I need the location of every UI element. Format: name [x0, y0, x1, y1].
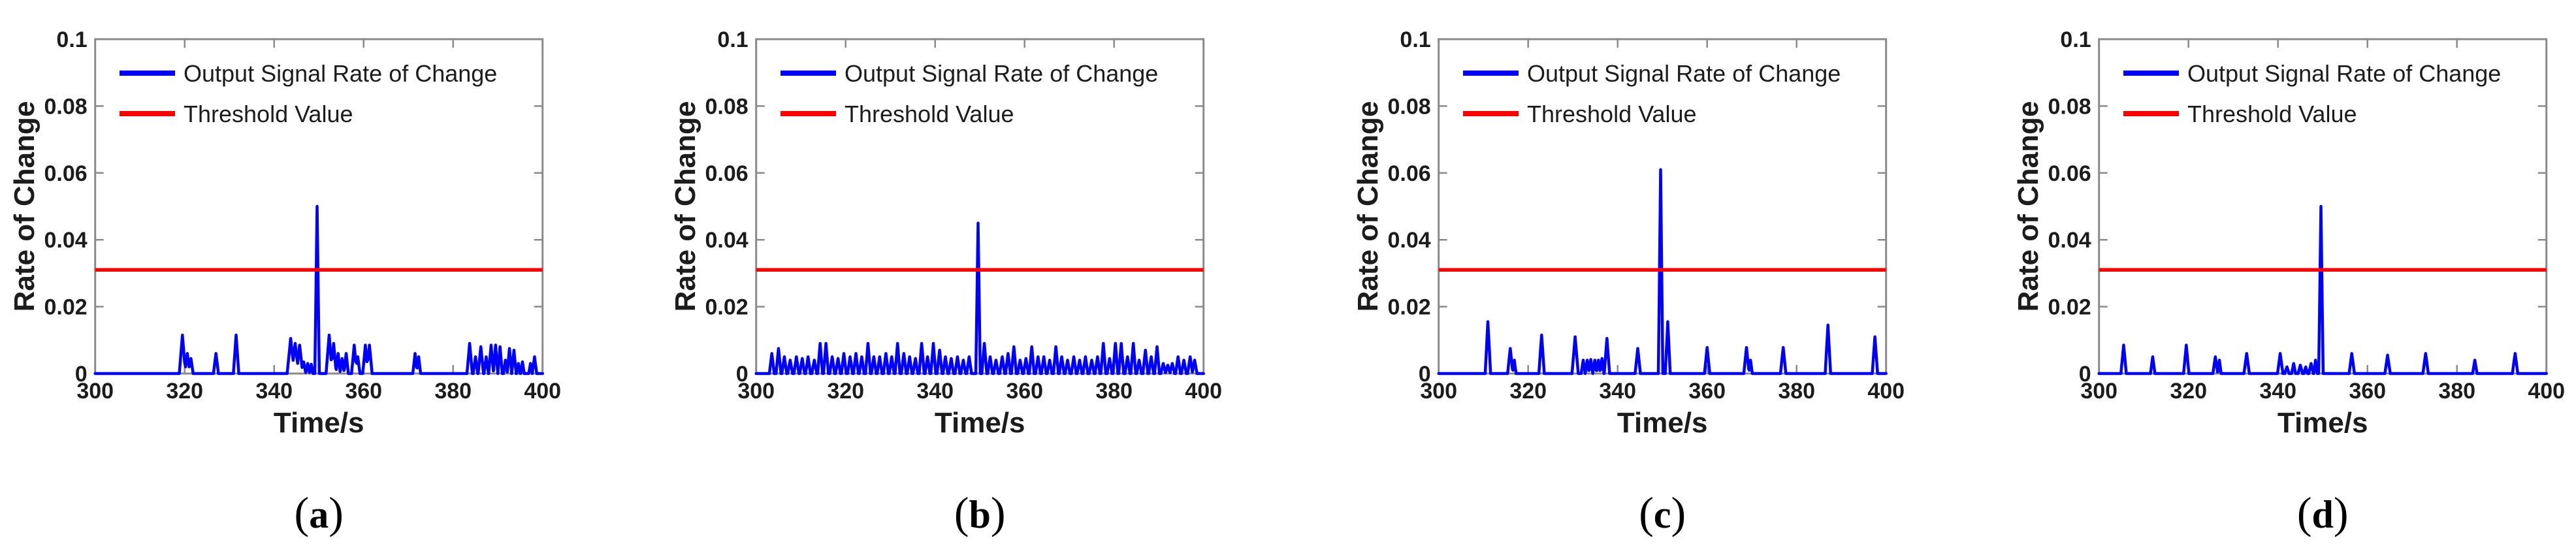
x-tick-label: 360: [1006, 379, 1043, 404]
y-tick-label: 0.1: [56, 27, 87, 52]
legend-label: Threshold Value: [845, 101, 1014, 127]
y-tick-label: 0.1: [717, 27, 748, 52]
x-tick-label: 340: [1599, 379, 1636, 404]
legend-label: Output Signal Rate of Change: [845, 60, 1158, 87]
signal-line: [754, 221, 1205, 375]
panel-caption: (b): [954, 488, 1006, 537]
x-tick-label: 340: [916, 379, 954, 404]
x-tick-label: 320: [166, 379, 203, 404]
y-tick-label: 0.08: [705, 94, 749, 119]
x-axis-title: Time/s: [274, 407, 364, 439]
x-tick-label: 360: [2349, 379, 2386, 404]
x-tick-label: 300: [76, 379, 114, 404]
x-axis-title: Time/s: [1617, 407, 1708, 439]
panel-caption: (d): [2297, 488, 2349, 537]
panel-caption: (c): [1639, 488, 1686, 537]
x-tick-label: 360: [345, 379, 382, 404]
chart-b: 300 320 340 360 380 400 0 0.02 0.04 0.06 0.08 0.1 Ti…: [669, 27, 1222, 537]
y-tick-label: 0.08: [1388, 94, 1431, 119]
x-tick-label: 360: [1688, 379, 1726, 404]
y-tick-label: 0: [75, 362, 88, 387]
legend-label: Output Signal Rate of Change: [1527, 60, 1841, 87]
y-tick-label: 0.02: [2048, 295, 2091, 320]
x-tick-label: 340: [255, 379, 293, 404]
x-tick-label: 340: [2259, 379, 2296, 404]
y-tick-label: 0.1: [2060, 27, 2091, 52]
x-tick-label: 300: [2080, 379, 2117, 404]
x-tick-label: 380: [1095, 379, 1133, 404]
signal-line: [2097, 204, 2548, 375]
chart-d: 300 320 340 360 380 400 0 0.02 0.04 0.06 0.08 0.1 Ti…: [2012, 27, 2565, 537]
x-tick-label: 400: [2528, 379, 2565, 404]
x-tick-label: 320: [827, 379, 864, 404]
legend-label: Output Signal Rate of Change: [2187, 60, 2501, 87]
legend-label: Threshold Value: [184, 101, 353, 127]
y-tick-label: 0: [1419, 362, 1431, 387]
y-axis-title: Rate of Change: [1352, 101, 1384, 312]
y-tick-label: 0.02: [1388, 295, 1431, 320]
y-tick-label: 0.06: [705, 161, 749, 186]
panel-c: 300 320 340 360 380 400 0 0.02 0.04 0.06 0.08 0.1 Ti…: [1344, 0, 1988, 559]
x-tick-label: 400: [1185, 379, 1222, 404]
y-axis-title: Rate of Change: [2012, 101, 2044, 312]
chart-c: 300 320 340 360 380 400 0 0.02 0.04 0.06 0.08 0.1 Ti…: [1352, 27, 1905, 537]
chart-a: 300 320 340 360 380 400 0 0.02 0.04 0.06 0.08 0.1 Ti…: [8, 27, 561, 537]
y-tick-label: 0.08: [44, 94, 88, 119]
legend-label: Threshold Value: [1527, 101, 1697, 127]
y-tick-label: 0.08: [2048, 94, 2091, 119]
x-axis-title: Time/s: [2278, 407, 2368, 439]
x-tick-label: 300: [1420, 379, 1457, 404]
y-tick-label: 0.04: [2048, 228, 2091, 253]
y-axis-title: Rate of Change: [669, 101, 701, 312]
y-tick-label: 0: [736, 362, 749, 387]
panel-d: 300 320 340 360 380 400 0 0.02 0.04 0.06 0.08 0.1 Ti…: [2004, 0, 2576, 559]
x-tick-label: 320: [1509, 379, 1547, 404]
y-tick-label: 0.04: [705, 228, 749, 253]
y-tick-label: 0.06: [2048, 161, 2091, 186]
y-tick-label: 0: [2079, 362, 2091, 387]
x-tick-label: 300: [737, 379, 775, 404]
y-tick-label: 0.02: [705, 295, 749, 320]
y-tick-label: 0.1: [1400, 27, 1430, 52]
x-tick-label: 380: [2438, 379, 2475, 404]
signal-line: [1437, 168, 1888, 375]
x-tick-label: 320: [2170, 379, 2207, 404]
y-tick-label: 0.06: [44, 161, 88, 186]
panel-caption: (a): [295, 488, 344, 537]
y-tick-label: 0.02: [44, 295, 88, 320]
y-tick-label: 0.04: [1388, 228, 1431, 253]
panel-b: 300 320 340 360 380 400 0 0.02 0.04 0.06 0.08 0.1 Ti…: [661, 0, 1305, 559]
x-tick-label: 380: [434, 379, 472, 404]
panel-a: 300 320 340 360 380 400 0 0.02 0.04 0.06 0.08 0.1 Ti…: [0, 0, 644, 559]
y-tick-label: 0.04: [44, 228, 88, 253]
x-tick-label: 400: [524, 379, 561, 404]
x-tick-label: 400: [1867, 379, 1905, 404]
y-axis-title: Rate of Change: [8, 101, 40, 312]
y-tick-label: 0.06: [1388, 161, 1431, 186]
legend-label: Threshold Value: [2187, 101, 2357, 127]
x-axis-title: Time/s: [935, 407, 1025, 439]
signal-line: [93, 204, 544, 375]
legend-label: Output Signal Rate of Change: [184, 60, 497, 87]
x-tick-label: 380: [1778, 379, 1815, 404]
